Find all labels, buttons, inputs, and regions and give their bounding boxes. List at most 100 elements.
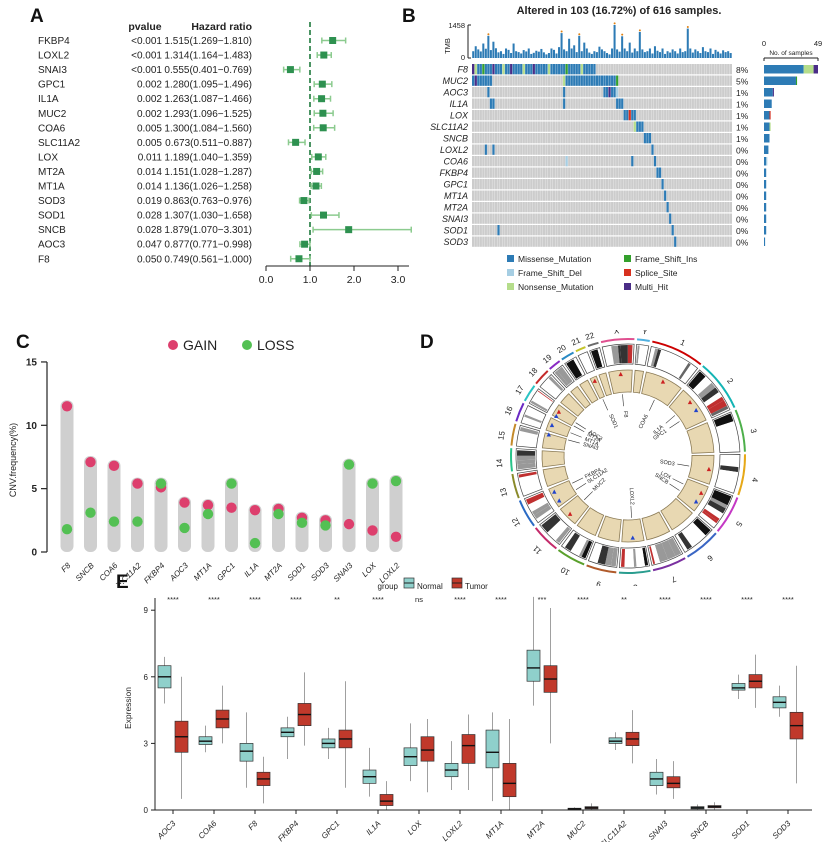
mutation-legend-item: Nonsense_Mutation — [507, 282, 594, 292]
forest-pvalue: 0.019 — [137, 196, 162, 207]
forest-row: MT2A 0.014 1.151(1.028−1.287) — [38, 167, 324, 178]
panel-c-cnv-lollipop: GAIN LOSS 0 5 10 15 CNV.frequency(%) F8 SNCB COA6… — [8, 337, 403, 584]
oncoprint-row: LOX 1% — [450, 110, 771, 121]
chromosome-outer-arc — [510, 448, 514, 472]
legend-swatch-missense — [507, 255, 514, 262]
tmb-bar — [722, 50, 725, 58]
samples-bar-segment — [764, 226, 767, 235]
circos-gene-annotation: MT1A — [549, 422, 600, 448]
significance-marker: ns — [415, 595, 423, 604]
mutation-cell-missense — [668, 213, 672, 224]
loss-dot — [155, 478, 167, 489]
samples-bar-segment — [764, 99, 772, 108]
forest-gene-label: LOXL2 — [38, 51, 70, 62]
significance-marker: **** — [782, 595, 794, 604]
chromosome-outer-arc — [586, 564, 617, 574]
gene-leader-line — [630, 505, 632, 518]
chromosome-inner-ring — [541, 450, 565, 468]
expression-gene-label: SLC11A2 — [598, 819, 629, 842]
tmb-bar — [535, 50, 538, 58]
tmb-dot — [487, 33, 490, 36]
samples-bar-segment — [764, 88, 773, 97]
tmb-bar-chart — [472, 22, 732, 58]
tmb-bar — [547, 53, 550, 58]
tmb-bar — [648, 48, 651, 58]
oncoprint-row-bg — [472, 190, 732, 201]
circos-gene-annotation: LOX — [659, 471, 704, 495]
panel-e-label: E — [116, 572, 129, 593]
forest-gene-label: FKBP4 — [38, 36, 70, 47]
chromosome-inner-ring — [560, 393, 585, 417]
gain-dot — [85, 456, 96, 468]
gene-leader-line — [649, 399, 655, 411]
oncoprint-percent-label: 0% — [736, 237, 749, 247]
chromosome-inner-ring — [579, 379, 599, 404]
circos-chromosome: 20 — [556, 343, 599, 404]
oncoprint-percent-label: 1% — [736, 88, 749, 98]
significance-marker: **** — [249, 595, 261, 604]
gene-leader-line — [672, 478, 684, 485]
tmb-axis-min: 0 — [461, 53, 465, 62]
chromosome-inner-ring — [668, 389, 707, 430]
forest-gene-label: LOX — [38, 152, 58, 163]
expression-gene-label: SOD1 — [730, 819, 752, 841]
gene-leader-line — [572, 477, 584, 484]
chromosome-inner-ring — [608, 369, 633, 395]
mutation-cell-missense — [666, 202, 669, 213]
tmb-bar — [578, 35, 581, 58]
oncoprint-row: SLC11A2 1% — [430, 121, 771, 132]
mutation-cell-nonsense — [547, 64, 551, 75]
legend-label: Frame_Shift_Del — [518, 268, 582, 278]
mutation-cell-missense — [663, 190, 667, 201]
tmb-bar — [598, 46, 601, 58]
oncoprint-row: SOD3 0% — [443, 236, 766, 247]
expression-gene-label: LOXL2 — [440, 819, 464, 842]
forest-gene-label: MT2A — [38, 167, 65, 178]
group-label-normal: Normal — [417, 582, 443, 591]
oncoprint-percent-label: 1% — [736, 134, 749, 144]
panel-d-label: D — [420, 332, 434, 353]
circos-chromosome: 22 — [584, 331, 613, 397]
tmb-bar — [595, 52, 598, 58]
expression-gene-label: SOD3 — [771, 819, 793, 841]
tmb-bar — [603, 51, 606, 58]
chromosome-outer-arc — [557, 549, 585, 566]
tmb-bar — [558, 47, 561, 58]
boxplot-category: **** F8 — [239, 595, 271, 832]
oncoprint-row-bg — [472, 213, 732, 224]
mutation-cell-missense — [492, 144, 495, 155]
tmb-bar — [560, 33, 563, 58]
gene-marker-blue — [693, 407, 699, 413]
tmb-bar — [666, 51, 669, 58]
chromosome-label: 18 — [527, 366, 540, 379]
oncoprint-row-bg — [472, 133, 732, 144]
boxplot-category: ** GPC1 — [320, 595, 353, 841]
mutation-cell-missense — [494, 64, 503, 75]
tmb-bar — [674, 51, 677, 58]
loss-legend-label: LOSS — [257, 337, 294, 353]
mutation-cell-frame_shift_ins — [565, 64, 568, 75]
chromosome-inner-ring — [676, 478, 709, 512]
boxplot-category: **** MT1A — [484, 595, 517, 841]
circos-chromosome: 14 — [495, 448, 565, 472]
tmb-dot — [578, 33, 581, 36]
chromosome-label: 7 — [669, 574, 677, 584]
tmb-dot — [621, 33, 624, 36]
tmb-bar — [631, 52, 634, 58]
mutation-cell-missense — [487, 87, 490, 98]
tmb-bar — [664, 53, 667, 58]
chromosome-label: 8 — [632, 583, 638, 586]
samples-bar-segment — [764, 134, 770, 143]
oncoprint-percent-label: 1% — [736, 111, 749, 121]
tmb-dot — [638, 29, 641, 32]
cnv-item: F8 — [59, 400, 74, 574]
forest-row: SOD1 0.028 1.307(1.030−1.658) — [38, 211, 340, 222]
chromosome-inner-ring — [621, 518, 645, 543]
forest-gene-label: SLC11A2 — [38, 138, 81, 149]
tmb-bar — [676, 53, 679, 58]
loss-dot — [343, 459, 355, 470]
loss-dot — [85, 507, 96, 518]
box-body — [461, 734, 476, 764]
significance-marker: **** — [208, 595, 220, 604]
